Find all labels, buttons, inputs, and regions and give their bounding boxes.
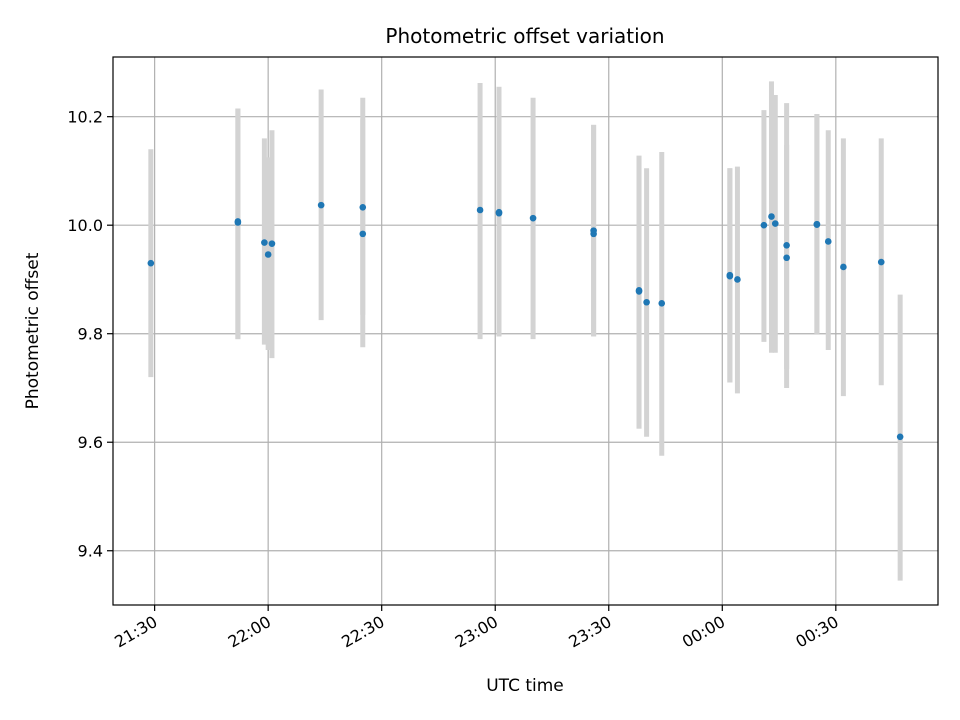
data-point (726, 271, 734, 279)
data-point (824, 238, 832, 245)
chart-title: Photometric offset variation (385, 24, 664, 48)
data-point (147, 259, 155, 267)
data-point (896, 433, 904, 441)
y-tick-label: 9.8 (78, 325, 103, 344)
data-point (813, 221, 821, 228)
data-point (840, 263, 847, 271)
data-point (476, 206, 484, 214)
data-point (760, 221, 768, 229)
data-point (783, 254, 790, 262)
data-point (529, 214, 537, 222)
data-point (658, 300, 666, 307)
y-axis-label: Photometric offset (23, 252, 43, 409)
data-point (261, 239, 268, 246)
data-point (234, 219, 242, 226)
y-tick-label: 10.0 (67, 216, 103, 235)
y-tick-label: 10.2 (67, 108, 103, 127)
y-axis-ticks: 9.4 9.6 9.8 10.0 10.2 (67, 108, 113, 561)
data-points (147, 201, 904, 441)
data-point (495, 209, 503, 217)
data-point (590, 230, 597, 238)
plot-area-frame (112, 56, 939, 606)
data-point (643, 298, 650, 306)
data-point (268, 240, 276, 247)
data-point (783, 241, 790, 249)
y-tick-label: 9.6 (78, 433, 103, 452)
data-point (359, 203, 367, 211)
x-axis-label: UTC time (486, 676, 564, 696)
data-point (264, 251, 272, 258)
data-point (771, 220, 779, 227)
data-point (877, 258, 885, 266)
y-tick-label: 9.4 (78, 542, 103, 561)
data-point (635, 288, 643, 295)
data-point (317, 201, 325, 209)
data-point (734, 276, 741, 283)
data-point (768, 213, 775, 220)
data-point (359, 230, 367, 238)
